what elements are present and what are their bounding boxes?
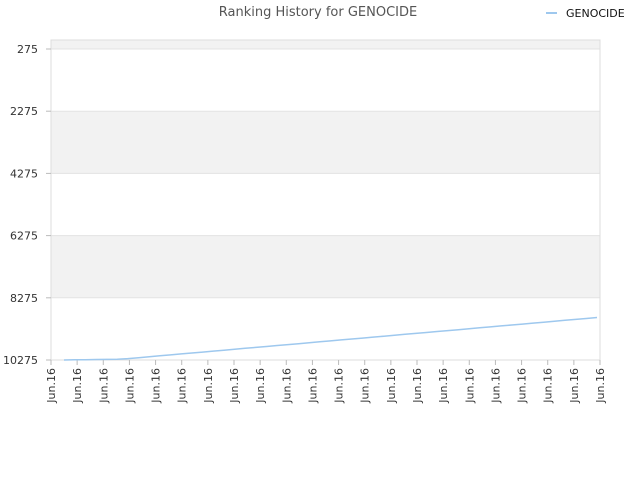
x-tick-label: Jun.16 <box>385 368 398 404</box>
x-tick-label: Jun.16 <box>437 368 450 404</box>
legend: GENOCIDE <box>546 7 625 20</box>
plot-band <box>51 297 600 360</box>
x-tick-label: Jun.16 <box>45 368 58 404</box>
x-tick-label: Jun.16 <box>516 368 529 404</box>
x-tick-label: Jun.16 <box>123 368 136 404</box>
y-tick-label: 8275 <box>10 292 38 305</box>
x-tick-label: Jun.16 <box>542 368 555 404</box>
series-layer <box>63 316 598 361</box>
plot-band <box>51 49 600 112</box>
x-tick-label: Jun.16 <box>489 368 502 404</box>
plot-band <box>51 40 600 49</box>
y-axis-ticks: 275 2275 4275 6275 8275 10275 <box>3 43 51 367</box>
x-tick-label: Jun.16 <box>176 368 189 404</box>
y-tick-label: 2275 <box>10 105 38 118</box>
plot-band <box>51 235 600 298</box>
x-axis-ticks: Jun.16 Jun.16 Jun.16 Jun.16 Jun.16 Jun.16 Jun.… <box>45 360 607 404</box>
x-tick-label: Jun.16 <box>594 368 607 404</box>
y-tick-label: 6275 <box>10 230 38 243</box>
plot-frame <box>50 39 601 361</box>
y-tick-label: 275 <box>17 43 38 56</box>
legend-label-genocide: GENOCIDE <box>566 7 625 20</box>
x-tick-label: Jun.16 <box>202 368 215 404</box>
x-tick-label: Jun.16 <box>280 368 293 404</box>
x-tick-label: Jun.16 <box>359 368 372 404</box>
y-tick-label: 4275 <box>10 167 38 180</box>
chart-title: Ranking History for GENOCIDE <box>219 5 418 20</box>
plot-band <box>51 173 600 236</box>
x-tick-label: Jun.16 <box>333 368 346 404</box>
x-tick-label: Jun.16 <box>306 368 319 404</box>
x-tick-label: Jun.16 <box>150 368 163 404</box>
x-tick-label: Jun.16 <box>97 368 110 404</box>
plot-band <box>51 111 600 174</box>
x-tick-label: Jun.16 <box>71 368 84 404</box>
x-tick-label: Jun.16 <box>228 368 241 404</box>
y-tick-label: 10275 <box>3 354 38 367</box>
x-tick-label: Jun.16 <box>411 368 424 404</box>
x-tick-label: Jun.16 <box>254 368 267 404</box>
plot-bands <box>51 40 600 360</box>
series-line-genocide <box>63 316 598 361</box>
x-tick-label: Jun.16 <box>568 368 581 404</box>
x-tick-label: Jun.16 <box>463 368 476 404</box>
